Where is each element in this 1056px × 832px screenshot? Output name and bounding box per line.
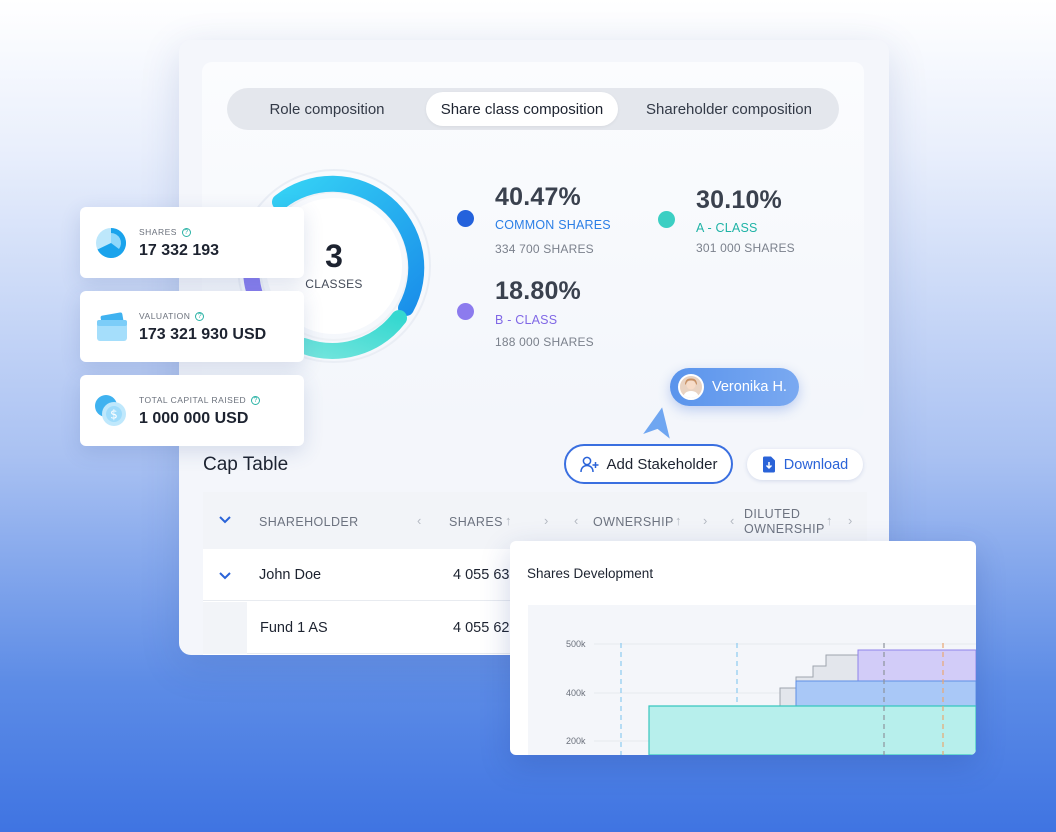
column-header-diluted-ownership-line2[interactable]: OWNERSHIP: [744, 522, 825, 536]
y-tick-label: 500k: [566, 639, 586, 649]
chevron-left-icon[interactable]: ‹: [574, 513, 579, 528]
composition-tabs: Role composition Share class composition…: [227, 88, 839, 130]
legend-shares-a-class: 301 000 SHARES: [696, 241, 795, 255]
legend-dot-common-shares: [457, 210, 474, 227]
help-icon[interactable]: ?: [251, 395, 261, 405]
shares-development-title: Shares Development: [527, 566, 654, 581]
pie-chart-icon: [96, 227, 127, 258]
legend-pct-common-shares: 40.47%: [495, 183, 581, 211]
donut-center-value: 3: [325, 238, 343, 274]
stat-label-text: SHARES: [139, 227, 177, 237]
stat-label-text: VALUATION: [139, 311, 191, 321]
avatar-person-icon: [680, 376, 702, 398]
help-icon[interactable]: ?: [181, 227, 191, 237]
download-label: Download: [783, 456, 849, 473]
legend-name-b-class: B - CLASS: [495, 313, 558, 327]
sort-up-icon[interactable]: ↑: [505, 513, 512, 528]
sort-up-icon[interactable]: ↑: [826, 513, 833, 528]
legend-dot-a-class: [658, 211, 675, 228]
coins-icon: $: [95, 395, 126, 426]
stat-value: 1 000 000 USD: [139, 410, 249, 427]
stat-label-text: TOTAL CAPITAL RAISED: [139, 395, 247, 405]
add-stakeholder-label: Add Stakeholder: [606, 455, 718, 473]
stat-label: SHARES?: [139, 227, 191, 237]
stat-label: TOTAL CAPITAL RAISED?: [139, 395, 261, 405]
series-area-teal: [648, 705, 976, 755]
stat-card-valuation: VALUATION? 173 321 930 USD: [80, 291, 304, 362]
cursor-pointer-icon: [643, 407, 670, 439]
shareholder-shares: 4 055 630: [453, 567, 518, 583]
user-name: Veronika H.: [712, 379, 787, 395]
stat-card-total-capital-raised: $ TOTAL CAPITAL RAISED? 1 000 000 USD: [80, 375, 304, 446]
shares-development-chart: 500k 400k 200k: [528, 605, 976, 755]
legend-shares-common-shares: 334 700 SHARES: [495, 242, 594, 256]
sort-up-icon[interactable]: ↑: [675, 513, 682, 528]
column-header-ownership[interactable]: OWNERSHIP: [593, 515, 674, 529]
chevron-right-icon[interactable]: ›: [703, 513, 708, 528]
column-header-shares[interactable]: SHARES: [449, 515, 503, 529]
legend-pct-a-class: 30.10%: [696, 186, 782, 214]
tab-role-composition[interactable]: Role composition: [269, 100, 385, 118]
column-header-diluted-ownership-line1[interactable]: DILUTED: [744, 507, 801, 521]
legend-name-a-class: A - CLASS: [696, 221, 758, 235]
download-file-icon: [762, 456, 775, 473]
chevron-right-icon[interactable]: ›: [848, 513, 853, 528]
cap-table-title: Cap Table: [203, 454, 289, 475]
svg-text:$: $: [110, 408, 118, 422]
chevron-right-icon[interactable]: ›: [544, 513, 549, 528]
shareholder-shares: 4 055 629: [453, 620, 518, 636]
shares-development-card: Shares Development 500k 400k 200k: [510, 541, 976, 755]
shareholder-name: John Doe: [259, 567, 322, 583]
y-tick-label: 400k: [566, 688, 586, 698]
chevron-left-icon[interactable]: ‹: [730, 513, 735, 528]
chevron-down-icon[interactable]: [219, 571, 231, 580]
stat-card-shares: SHARES? 17 332 193: [80, 207, 304, 278]
column-header-shareholder[interactable]: SHAREHOLDER: [259, 515, 359, 529]
donut-segment-a-class: [296, 310, 407, 359]
shareholder-name: Fund 1 AS: [260, 620, 328, 636]
cap-table-header: SHAREHOLDER ‹ SHARES ↑ › ‹ OWNERSHIP ↑ ›…: [203, 492, 867, 549]
chevron-left-icon[interactable]: ‹: [417, 513, 422, 528]
tab-shareholder-composition[interactable]: Shareholder composition: [646, 100, 812, 118]
legend-pct-b-class: 18.80%: [495, 277, 581, 305]
avatar: [678, 374, 704, 400]
add-user-icon: [579, 456, 599, 472]
user-presence-chip[interactable]: Veronika H.: [670, 368, 799, 406]
stat-value: 173 321 930 USD: [139, 326, 267, 343]
add-stakeholder-button[interactable]: Add Stakeholder: [564, 444, 733, 484]
y-tick-label: 200k: [566, 736, 586, 746]
wallet-icon: [97, 312, 127, 341]
tab-share-class-composition[interactable]: Share class composition: [426, 92, 618, 126]
legend-name-common-shares: COMMON SHARES: [495, 218, 611, 232]
help-icon[interactable]: ?: [195, 311, 205, 321]
donut-segment-common-shares: [272, 175, 425, 316]
stat-value: 17 332 193: [139, 242, 220, 259]
download-button[interactable]: Download: [747, 449, 863, 480]
donut-center-label: CLASSES: [305, 277, 363, 291]
legend-dot-b-class: [457, 303, 474, 320]
shares-development-plot: [594, 643, 976, 755]
row-gutter: [203, 602, 247, 654]
stat-label: VALUATION?: [139, 311, 205, 321]
chevron-down-icon[interactable]: [219, 515, 231, 524]
legend-shares-b-class: 188 000 SHARES: [495, 335, 594, 349]
